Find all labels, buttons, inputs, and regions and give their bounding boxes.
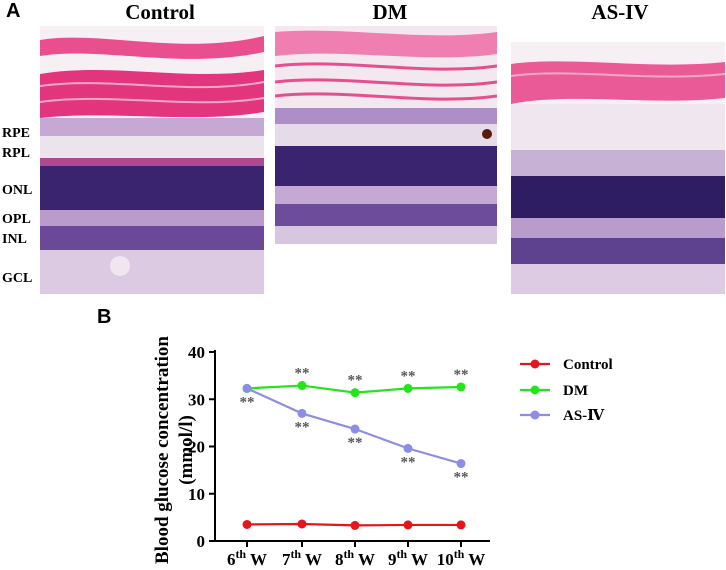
y-axis-title: Blood glucose concentration (mmol/l) [152,336,197,564]
significance-label: ** [240,394,255,410]
x-tick-label: 8th W [335,547,375,569]
significance-label: ** [401,368,416,384]
legend-swatch-dot [530,385,540,395]
y-tick-label: 10 [188,485,205,504]
significance-label: ** [454,367,469,383]
data-point [350,424,360,434]
x-tick-label: 6th W [227,547,267,569]
data-point [456,459,466,469]
legend-label: Control [563,357,613,373]
glucose-line-chart: Blood glucose concentration (mmol/l) 0 10 2… [152,336,613,569]
layer-label-inl: INL [2,232,27,247]
chart-series: ** ** ** ** ** ** ** ** ** [240,366,469,530]
panel-b-letter: B [97,306,112,328]
micrograph-control [40,26,264,294]
y-tick-label: 0 [197,532,206,551]
data-point [242,519,252,529]
y-tick-label: 40 [188,343,205,362]
legend-swatch-dot [530,410,540,420]
layer-label-rpe: RPE [2,126,30,141]
column-title-control: Control [125,0,195,24]
data-point [403,383,413,393]
significance-label: ** [348,435,363,451]
significance-label: ** [295,419,310,435]
significance-label: ** [454,470,469,486]
column-title-dm: DM [372,0,408,24]
layer-label-rpl: RPL [2,146,30,161]
significance-label: ** [401,454,416,470]
layer-label-onl: ONL [2,183,33,198]
data-point [350,520,360,530]
legend-label: DM [563,383,588,399]
data-point [242,383,252,393]
column-title-as-iv: AS-IV [591,0,649,24]
data-point [350,388,360,398]
micrograph-dm [275,26,497,244]
data-point [297,381,307,391]
x-tick-label: 7th W [282,547,322,569]
x-tick-label: 10th W [437,547,486,569]
x-tick-label: 9th W [388,547,428,569]
layer-label-gcl: GCL [2,271,33,286]
legend-label: AS-Ⅳ [563,408,605,424]
data-point [456,520,466,530]
data-point [297,519,307,529]
data-point [297,408,307,418]
legend-swatch-dot [530,359,540,369]
significance-label: ** [295,366,310,382]
significance-label: ** [348,373,363,389]
panel-a-letter: A [6,0,21,22]
data-point [403,520,413,530]
chart-legend: Control DM AS-Ⅳ [520,357,613,424]
y-axis-label: Blood glucose concentration (mmol/l) [152,336,197,564]
micrograph-as-iv [511,42,725,294]
layer-label-opl: OPL [2,212,31,227]
y-tick-label: 20 [188,438,205,457]
y-tick-label: 30 [188,390,205,409]
chart-axes: 0 10 20 30 40 6th W 7th W 8th W 9th W 10th W [188,343,490,569]
data-point [456,382,466,392]
data-point [403,443,413,453]
